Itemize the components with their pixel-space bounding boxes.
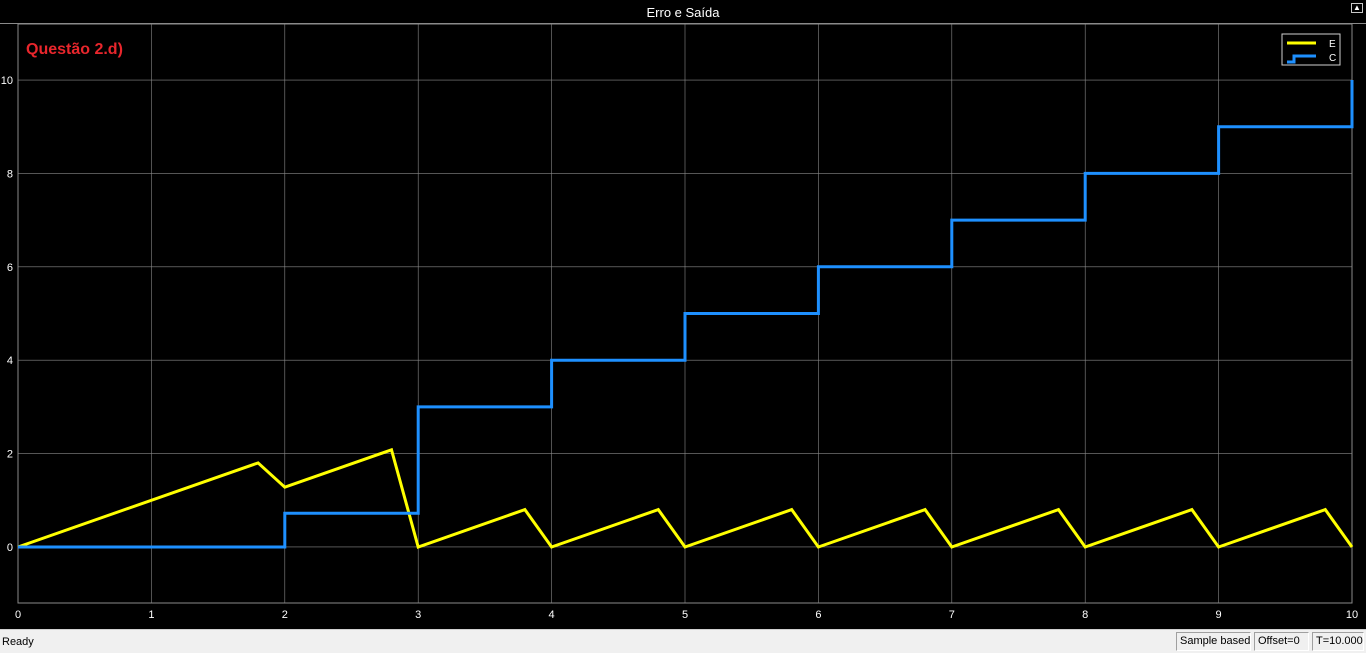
data-point-E	[391, 449, 392, 450]
status-sample-mode: Sample based	[1176, 632, 1251, 651]
x-tick-label: 5	[682, 609, 688, 621]
y-tick-label: 10	[1, 75, 13, 87]
data-point-E	[658, 509, 659, 510]
data-point-C	[818, 266, 819, 267]
y-tick-label: 6	[7, 262, 13, 274]
data-point-E	[551, 546, 552, 547]
legend[interactable]: EC	[1281, 33, 1341, 66]
data-point-E	[818, 546, 819, 547]
y-tick-label: 8	[7, 168, 13, 180]
data-point-E	[284, 487, 285, 488]
x-tick-label: 4	[549, 609, 555, 621]
x-tick-label: 2	[282, 609, 288, 621]
annotation-label: Questão 2.d)	[26, 41, 123, 58]
window-title: Erro e Saída	[646, 5, 720, 20]
legend-swatch-C	[1287, 54, 1316, 64]
legend-label-C: C	[1329, 53, 1336, 64]
undock-icon[interactable]: ▲	[1351, 3, 1363, 13]
status-bar: Ready Sample based Offset=0 T=10.000	[0, 629, 1366, 653]
tick-labels: 0 1 2 3 4 5 6 7 8 9 10 0 2 4 6 8 10	[1, 75, 1358, 621]
data-point-C	[418, 406, 419, 407]
data-point-E	[1058, 509, 1059, 510]
data-point-E	[951, 546, 952, 547]
data-point-E	[1085, 546, 1086, 547]
status-ready: Ready	[2, 636, 34, 648]
x-tick-label: 8	[1082, 609, 1088, 621]
status-offset: Offset=0	[1254, 632, 1309, 651]
data-point-E	[1218, 546, 1219, 547]
data-point-C	[284, 513, 285, 514]
data-point-E	[258, 462, 259, 463]
title-bar: Erro e Saída ▲	[0, 0, 1366, 24]
series-line-E	[17, 447, 1354, 549]
scope-plot[interactable]: 0 1 2 3 4 5 6 7 8 9 10 0 2 4 6 8 10 EC Questão 2.d)	[0, 0, 1366, 629]
x-tick-label: 3	[415, 609, 421, 621]
y-tick-label: 0	[7, 542, 13, 554]
y-tick-label: 4	[7, 355, 13, 367]
data-point-C	[551, 360, 552, 361]
x-tick-label: 1	[148, 609, 154, 621]
data-point-C	[951, 220, 952, 221]
data-point-E	[524, 509, 525, 510]
x-tick-label: 7	[949, 609, 955, 621]
x-tick-label: 6	[815, 609, 821, 621]
data-point-E	[418, 546, 419, 547]
data-point-E	[1325, 509, 1326, 510]
series-line-C	[18, 80, 1354, 549]
x-tick-label: 0	[15, 609, 21, 621]
status-time: T=10.000	[1312, 632, 1364, 651]
data-point-E	[685, 546, 686, 547]
data-point-E	[1352, 546, 1353, 547]
series	[17, 80, 1354, 549]
y-tick-label: 2	[7, 449, 13, 461]
x-tick-label: 10	[1346, 609, 1358, 621]
x-tick-label: 9	[1216, 609, 1222, 621]
data-point-C	[1085, 173, 1086, 174]
data-point-C	[1218, 126, 1219, 127]
data-point-E	[1191, 509, 1192, 510]
data-point-C	[1352, 80, 1353, 81]
data-point-C	[18, 546, 19, 547]
legend-label-E: E	[1329, 39, 1336, 50]
legend-box	[1281, 33, 1341, 66]
data-point-E	[791, 509, 792, 510]
data-point-C	[685, 313, 686, 314]
data-point-E	[925, 509, 926, 510]
